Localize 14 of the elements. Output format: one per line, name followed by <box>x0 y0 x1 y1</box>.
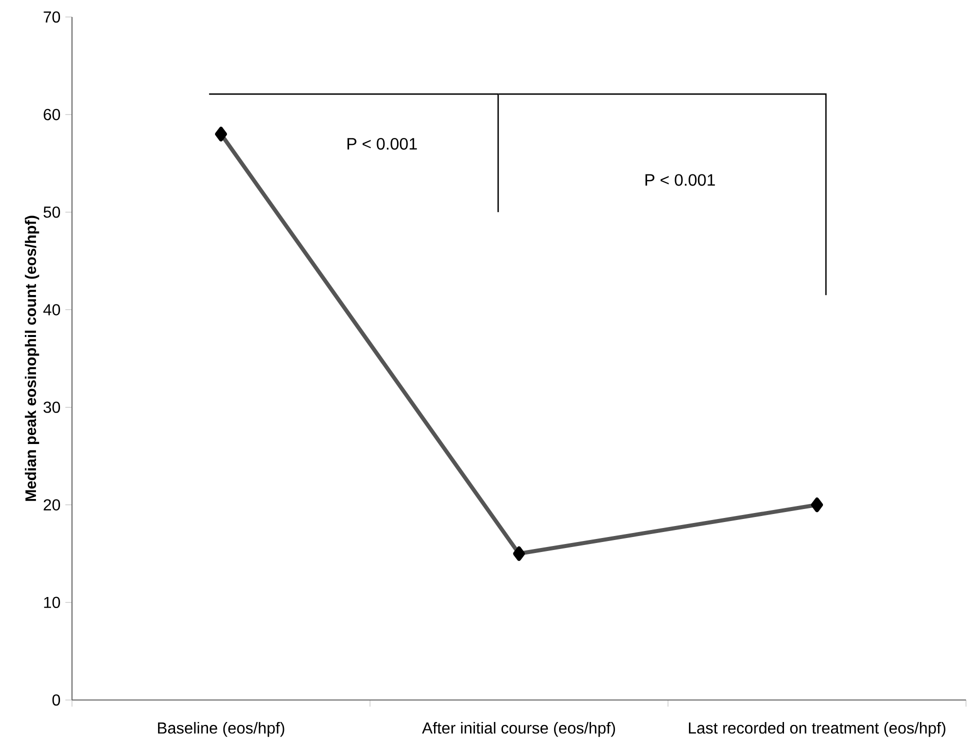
x-tick-label: Baseline (eos/hpf) <box>158 722 284 737</box>
y-tick-label: 20 <box>44 499 60 510</box>
annotation: P < 0.001 <box>348 138 417 150</box>
y-tick-label: 30 <box>44 402 60 413</box>
y-axis-title: Median peak eosinophil count (eos/hpf) <box>24 216 40 501</box>
x-tick-label: After initial course (eos/hpf) <box>422 722 615 737</box>
annotation: P < 0.001 <box>646 174 715 186</box>
y-tick-label: 40 <box>43 304 60 316</box>
x-tick-label: Last recorded on treatment (eos/hpf) <box>688 722 946 737</box>
y-tick-label: 0 <box>52 694 60 706</box>
y-tick-label: 70 <box>44 11 60 23</box>
y-tick-label: 60 <box>44 108 60 120</box>
y-tick-label: 50 <box>44 206 60 218</box>
y-tick-label: 10 <box>44 596 60 608</box>
